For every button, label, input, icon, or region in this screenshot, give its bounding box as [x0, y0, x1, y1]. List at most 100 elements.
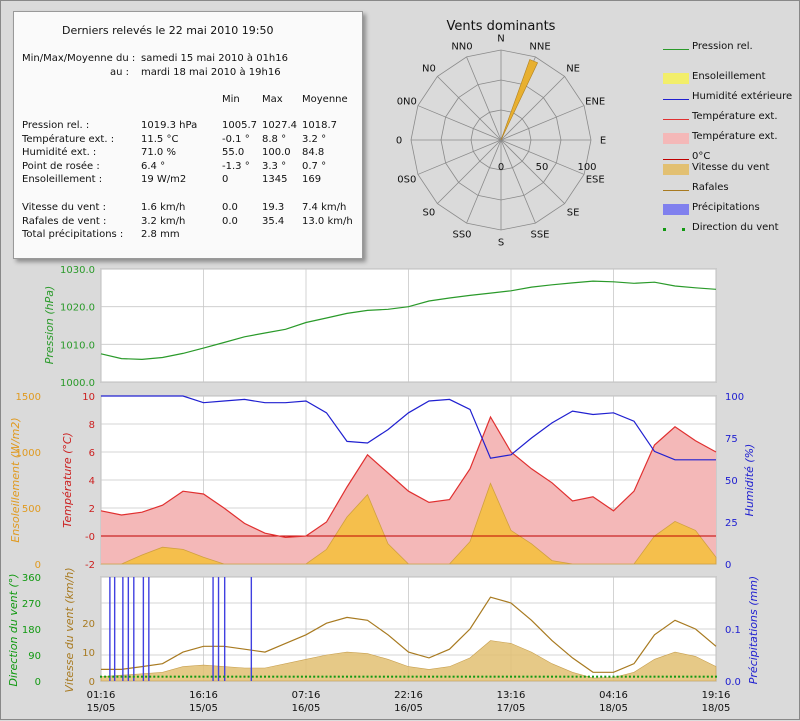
wind-direction-dot — [674, 675, 676, 678]
wind-rose-direction-label: 0 — [396, 136, 402, 147]
wind-direction-dot — [182, 675, 184, 678]
legend-swatch — [663, 133, 689, 144]
wind-direction-dot — [423, 675, 426, 678]
direction-y-label: Direction du vent (°) — [7, 573, 20, 686]
wind-direction-dot — [485, 675, 488, 678]
x-tick-time: 01:16 — [87, 690, 116, 701]
wind-direction-dot — [284, 675, 287, 678]
wind-direction-dot — [206, 675, 209, 678]
wind-direction-dot — [440, 675, 443, 678]
summary-row-min: -0.1 ° — [222, 133, 250, 145]
legend-swatch — [663, 190, 689, 191]
wind-direction-dot — [628, 675, 631, 678]
summary-row-min: 1005.7 — [222, 120, 257, 131]
wind-rose: Vents dominants N NNE NE ENE E ESE SE SSE S SS0 S0… — [396, 19, 606, 249]
wind-direction-dot — [112, 675, 115, 678]
wind-direction-dot — [592, 675, 594, 678]
wind-direction-dot — [702, 675, 705, 678]
wind-direction-dot — [497, 675, 500, 678]
x-tick-date: 15/05 — [189, 703, 218, 714]
direction-tick-label: 0 — [35, 677, 41, 688]
wind-direction-dot — [493, 675, 496, 678]
wind-direction-dot — [526, 675, 529, 678]
wind-direction-dot — [579, 675, 582, 678]
wind-direction-dot — [251, 675, 254, 678]
wind-rose-direction-label: NNE — [529, 41, 550, 52]
summary-row-min: 55.0 — [222, 147, 245, 158]
wind-direction-dot — [612, 675, 615, 678]
wind-direction-dot — [378, 675, 381, 678]
wind-direction-dot — [194, 675, 197, 678]
summary-row-label: Humidité ext. : — [22, 147, 97, 158]
x-tick-date: 18/05 — [702, 703, 731, 714]
x-tick-date: 17/05 — [497, 703, 526, 714]
temperature-tick-label: 10 — [82, 392, 95, 403]
wind-direction-dot — [235, 675, 238, 678]
wind-direction-dot — [346, 675, 348, 678]
humidity-tick-label: 75 — [725, 434, 738, 445]
x-tick-time: 07:16 — [292, 690, 321, 701]
wind-direction-dot — [362, 675, 365, 678]
wind-direction-dot — [616, 675, 619, 678]
x-tick-time: 16:16 — [189, 690, 218, 701]
wind-row-current: 1.6 km/h — [141, 202, 186, 213]
legend-swatch — [663, 159, 689, 160]
x-tick-date: 16/05 — [292, 703, 321, 714]
wind-direction-dot — [337, 675, 340, 678]
header-max: Max — [262, 94, 283, 105]
legend-swatch — [663, 73, 689, 84]
wind-direction-dot — [534, 675, 537, 678]
wind-row-max: 35.4 — [262, 215, 285, 227]
wind-direction-dot — [210, 675, 213, 678]
legend-label: Ensoleillement — [692, 71, 766, 82]
wind-direction-dot — [452, 675, 455, 678]
summary-title: Derniers relevés le 22 mai 2010 19:50 — [62, 24, 274, 37]
direction-tick-label: 360 — [22, 573, 41, 584]
legend-label: Pression rel. — [692, 41, 753, 52]
wind-rose-direction-label: 0N0 — [397, 97, 417, 108]
wind-rose-radial-label: 50 — [536, 162, 549, 173]
precipitation-bars — [109, 577, 253, 681]
wind-direction-dot — [715, 675, 717, 678]
summary-row-label: Ensoleillement : — [22, 174, 103, 185]
legend-label: Vitesse du vent — [692, 162, 770, 173]
wind-direction-dot — [436, 675, 439, 678]
summary-row-min: 0 — [222, 174, 229, 185]
summary-row-label: Point de rosée : — [22, 160, 100, 172]
wind-direction-dot — [333, 675, 336, 678]
gust-series-line — [101, 596, 717, 673]
wind-direction-dot — [706, 675, 709, 678]
x-tick-time: 19:16 — [702, 690, 731, 701]
period-from-value: samedi 15 mai 2010 à 01h16 — [141, 53, 288, 64]
wind-direction-dot — [698, 675, 701, 678]
wind-direction-dot — [481, 675, 484, 678]
sunshine-area — [101, 482, 717, 565]
summary-row-avg: 3.2 ° — [302, 133, 327, 145]
period-to-value: mardi 18 mai 2010 à 19h16 — [141, 67, 281, 78]
wind-direction-dot — [637, 675, 640, 678]
legend-swatch — [663, 228, 689, 231]
legend-swatch — [663, 119, 689, 120]
temperature-series-line — [100, 415, 717, 539]
legend: Pression rel. Ensoleillement Humidité exté… — [651, 35, 799, 245]
wind-direction-dot — [325, 675, 328, 678]
summary-row-avg: 1018.7 — [302, 120, 337, 131]
summary-row-current: 71.0 % — [141, 147, 176, 158]
humidity-y-label: Humidité (%) — [743, 444, 756, 517]
wind-direction-dot — [354, 675, 357, 678]
wind-rose-direction-label: NN0 — [451, 41, 472, 52]
wind-direction-dot — [407, 675, 410, 678]
wind-direction-dot — [370, 675, 373, 678]
wind-direction-dot — [358, 675, 361, 678]
summary-row-current: 6.4 ° — [141, 160, 166, 172]
wind-direction-dot — [329, 675, 332, 678]
precipitation-tick-label: 0.0 — [725, 677, 741, 688]
wind-direction-dot — [128, 675, 131, 678]
precipitation-tick-label: 0.1 — [725, 625, 741, 636]
humidity-series-line — [101, 395, 716, 461]
direction-tick-label: 180 — [22, 625, 41, 636]
wind-speed-tick-label: 0 — [89, 677, 95, 688]
wind-rose-direction-label: ENE — [585, 97, 605, 108]
wind-direction-dot — [641, 675, 644, 678]
